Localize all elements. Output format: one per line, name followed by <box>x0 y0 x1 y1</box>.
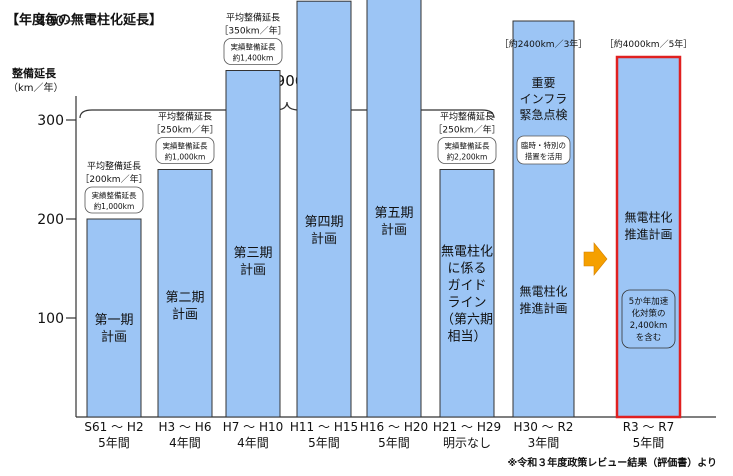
x-tick-label: H3 ～ H6 <box>159 420 212 434</box>
chart-title: 【年度毎の無電柱化延長】 <box>6 12 162 28</box>
result-value: 約1,000km <box>94 201 135 211</box>
bar-text: 計画 <box>311 231 337 247</box>
result-box <box>84 186 144 214</box>
y-axis-unit: （km／年） <box>8 81 64 94</box>
source-note: ※令和３年度政策レビュー結果（評価書）より <box>507 456 717 469</box>
avg-value: ［250km／年］ <box>433 124 500 136</box>
result-label: 実績整備延長 <box>231 42 276 52</box>
avg-label: 平均整備延長 <box>440 111 494 123</box>
avg-value: ［250km／年］ <box>151 124 218 136</box>
bar-text: 相当） <box>447 329 486 344</box>
bar-upper-text: 緊急点検 <box>519 107 567 122</box>
y-tick-label: 400 <box>37 14 64 30</box>
y-axis-label: 整備延長 <box>11 66 57 80</box>
arrow-icon <box>583 242 608 276</box>
bar-text: 第一期 <box>94 313 133 328</box>
upper-note: 臨時・特別の <box>521 140 566 150</box>
x-tick-duration: 4年間 <box>169 436 201 450</box>
bar-text: 計画 <box>172 307 198 323</box>
bar-text: 第四期 <box>304 215 343 230</box>
result-label: 実績整備延長 <box>163 141 208 151</box>
x-tick-duration: 明示なし <box>443 436 491 450</box>
bar-text: 推進計画 <box>624 227 672 242</box>
avg-value: ［350km／年］ <box>219 25 286 37</box>
result-box <box>155 137 215 164</box>
upper-note: 措置を活用 <box>525 151 563 161</box>
result-label: 実績整備延長 <box>92 190 137 200</box>
r3-note: 2,400km <box>630 321 668 331</box>
avg-label: 平均整備延長 <box>226 12 280 24</box>
bar-text: 無電柱化 <box>519 284 567 299</box>
x-tick-duration: 5年間 <box>633 436 665 450</box>
x-tick-duration: 5年間 <box>98 436 130 450</box>
bar-text: （第六期 <box>441 312 493 327</box>
top-label: ［約2400km／3年］ <box>500 38 588 50</box>
y-tick-label: 100 <box>37 311 64 327</box>
r3-note: 5か年加速 <box>629 296 669 307</box>
bar-text: 推進計画 <box>519 301 567 316</box>
result-label: 実績整備延長 <box>445 141 490 151</box>
bar <box>366 0 422 418</box>
avg-label: 平均整備延長 <box>158 111 212 123</box>
bar-r3 <box>615 55 682 419</box>
bar-text: 計画 <box>240 262 266 278</box>
bar-text: 無電柱化 <box>441 244 493 259</box>
bar-text: ライン <box>447 295 486 310</box>
bar-text: に係る <box>447 261 486 276</box>
result-value: 約2,200km <box>447 152 488 162</box>
x-tick-label: R3 ～ R7 <box>623 420 675 434</box>
x-tick-duration: 3年間 <box>528 436 560 450</box>
bar-text: 第五期 <box>374 206 413 221</box>
bar <box>157 169 213 418</box>
x-tick-duration: 4年間 <box>237 436 269 450</box>
y-tick-label: 300 <box>37 113 64 129</box>
x-tick-label: S61 ～ H2 <box>84 420 143 434</box>
bar <box>439 169 495 418</box>
result-box <box>223 38 283 65</box>
bar-text: ガイド <box>447 278 486 293</box>
result-value: 約1,000km <box>165 152 206 162</box>
result-value: 約1,400km <box>233 53 274 63</box>
x-tick-label: H7 ～ H10 <box>223 420 284 434</box>
bar <box>225 70 281 418</box>
avg-label: 平均整備延長 <box>87 160 141 172</box>
bar-upper-text: 重要 <box>531 76 555 90</box>
bar-text: 第二期 <box>165 291 204 306</box>
bar <box>296 0 352 418</box>
y-tick-label: 200 <box>37 212 64 228</box>
brace <box>79 101 495 119</box>
x-tick-label: H30 ～ R2 <box>514 420 574 434</box>
result-box <box>437 137 497 164</box>
bar-text: 計画 <box>101 329 127 345</box>
r3-note: を含む <box>636 332 662 343</box>
bar-text: 第三期 <box>233 246 272 261</box>
top-label: ［約4000km／5年］ <box>605 38 693 50</box>
x-tick-label: H11 ～ H15 <box>290 420 358 434</box>
r3-note-box <box>621 289 676 349</box>
r3-note: 化対策の <box>631 308 665 319</box>
upper-note-box <box>516 135 571 165</box>
bar <box>86 218 142 418</box>
bar-h30-lower <box>512 20 575 418</box>
avg-value: ［200km／年］ <box>80 173 147 185</box>
x-tick-duration: 5年間 <box>378 436 410 450</box>
x-tick-label: H16 ～ H20 <box>360 420 428 434</box>
x-tick-duration: 5年間 <box>308 436 340 450</box>
x-tick-label: H21 ～ H29 <box>433 420 501 434</box>
bar-upper-text: インフラ <box>520 92 568 106</box>
bar-text: 計画 <box>381 222 407 238</box>
bar-text: 無電柱化 <box>624 210 672 225</box>
